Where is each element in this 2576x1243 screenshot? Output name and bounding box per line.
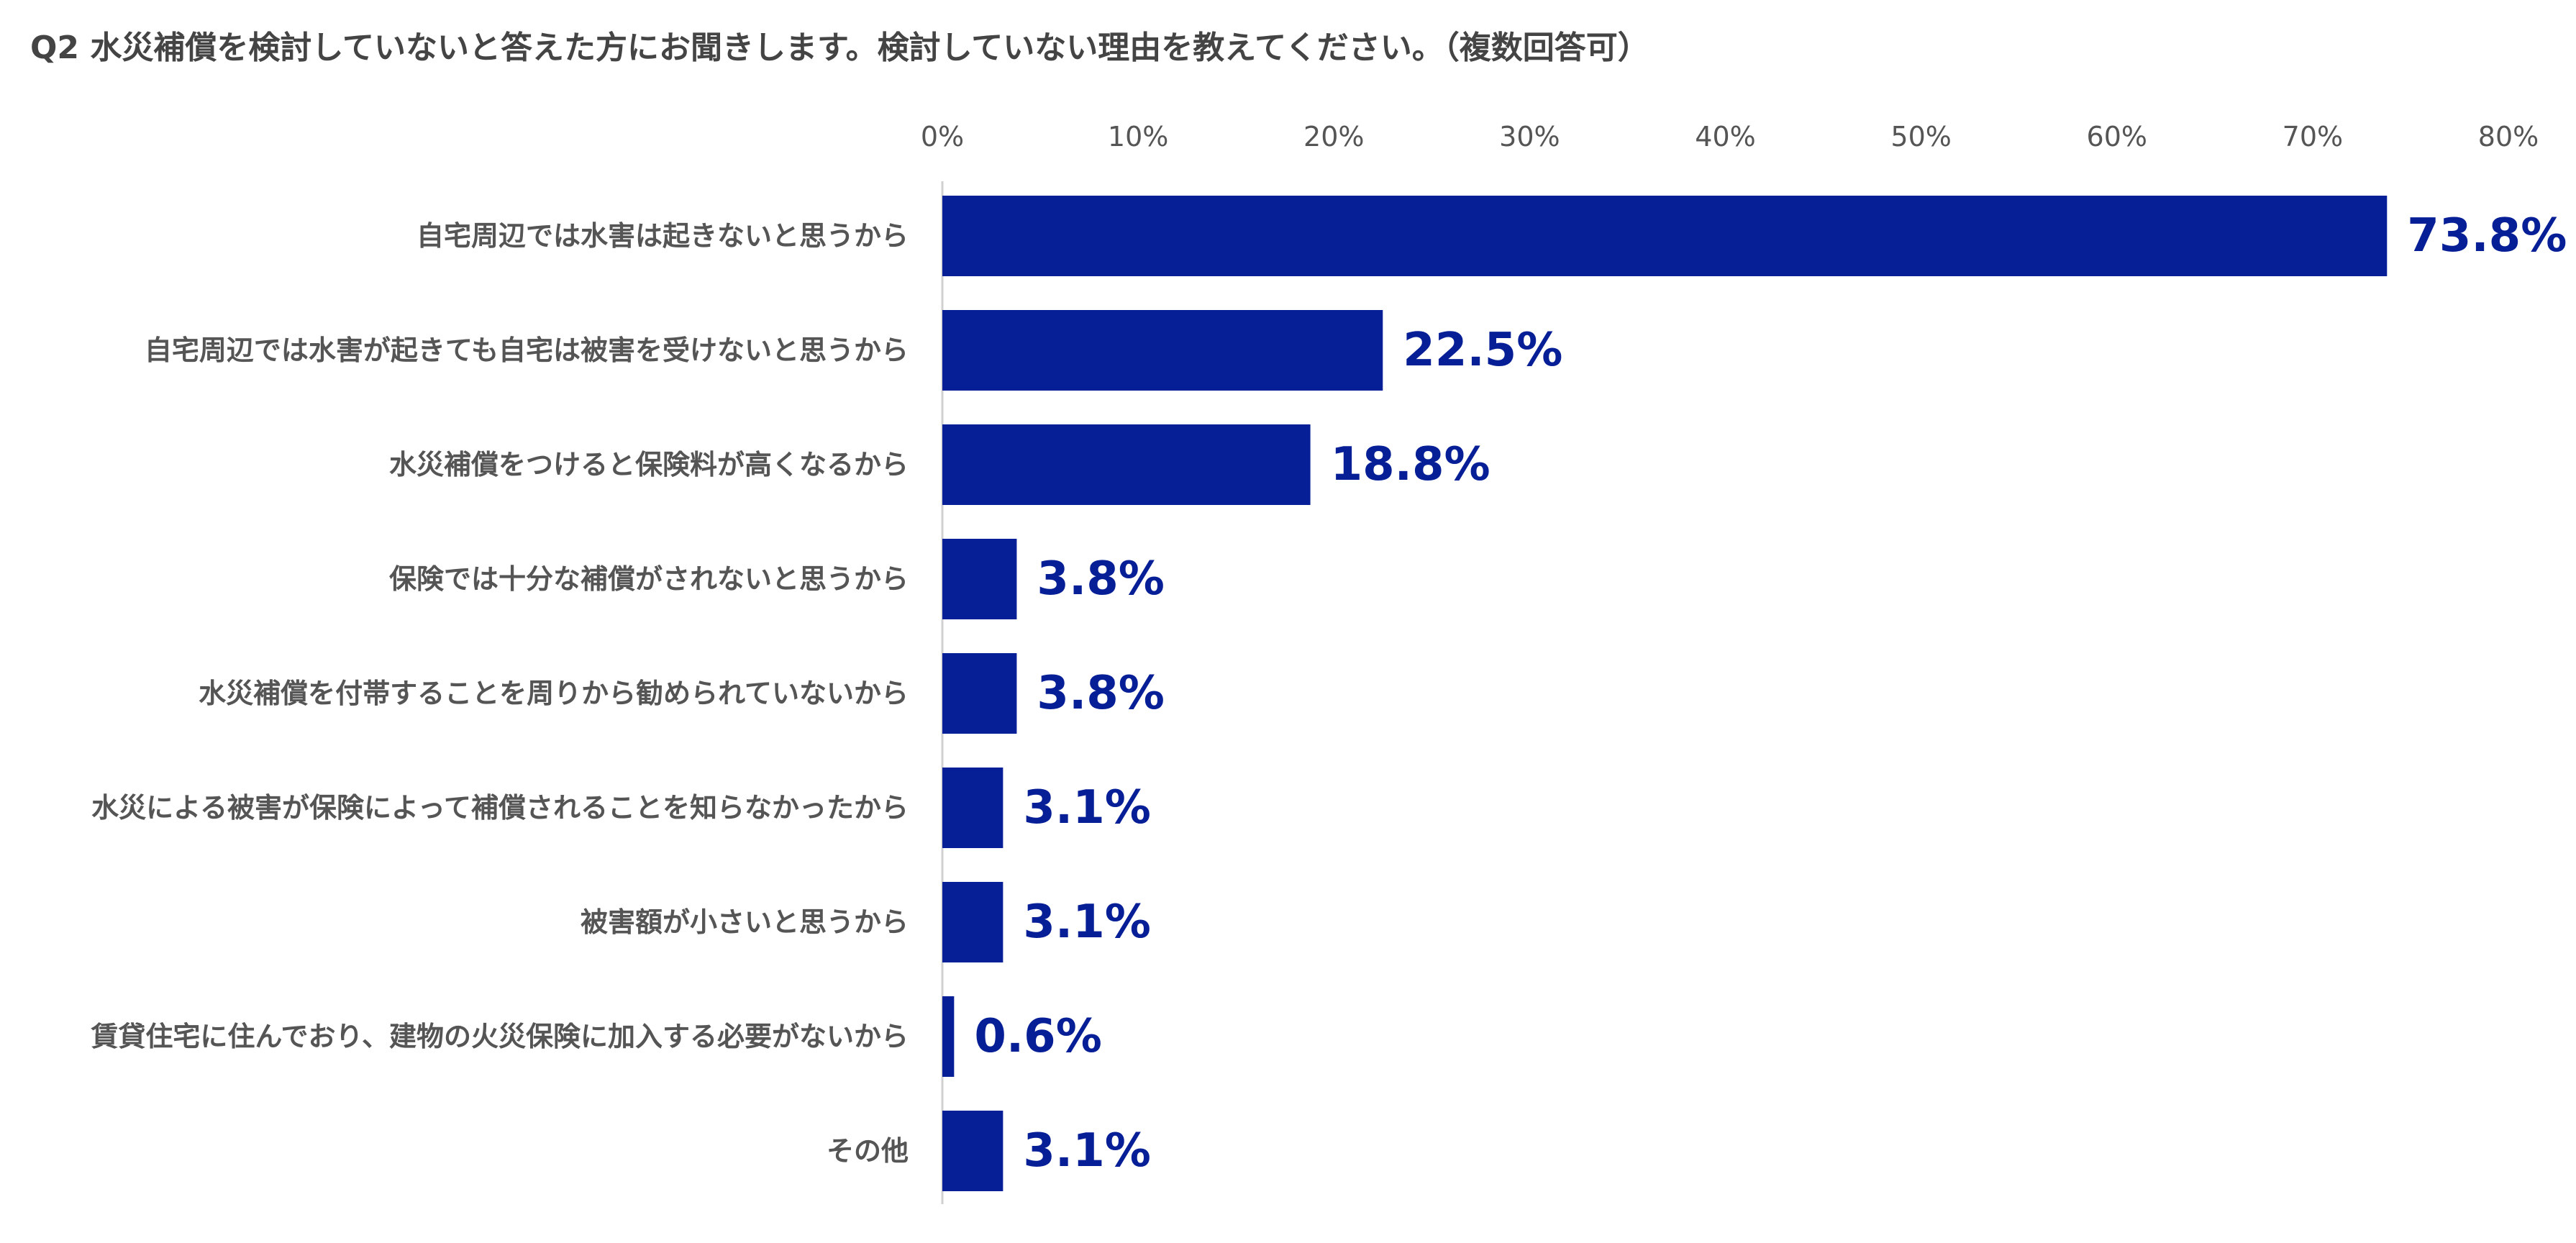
category-label: 保険では十分な補償がされないと思うから <box>389 563 909 595</box>
category-label: 自宅周辺では水害が起きても自宅は被害を受けないと思うから <box>145 334 909 366</box>
bar <box>942 424 1311 505</box>
category-label: 被害額が小さいと思うから <box>581 906 909 938</box>
bar <box>942 1111 1003 1191</box>
bar <box>942 539 1017 619</box>
bar <box>942 196 2388 276</box>
x-tick-label: 50% <box>1890 121 1951 152</box>
x-tick-label: 30% <box>1499 121 1560 152</box>
data-label: 73.8% <box>2407 209 2567 263</box>
category-label: 水災による被害が保険によって補償されることを知らなかったから <box>91 792 909 824</box>
category-label: 水災補償をつけると保険料が高くなるから <box>389 449 909 481</box>
data-label: 3.8% <box>1037 552 1165 606</box>
data-label: 3.1% <box>1023 1124 1151 1178</box>
value-labels: 73.8% 22.5% 18.8% 3.8% 3.8% 3.1% 3.1% 0.6% 3.1% <box>974 209 2567 1178</box>
category-label: 水災補償を付帯することを周りから勧められていないから <box>199 678 909 709</box>
data-label: 3.1% <box>1023 781 1151 834</box>
chart-title: Q2 水災補償を検討していないと答えた方にお聞きします。検討していない理由を教え… <box>30 29 1649 66</box>
data-label: 18.8% <box>1331 438 1490 491</box>
x-axis-ticks: 0% 10% 20% 30% 40% 50% 60% 70% 80% <box>921 121 2539 152</box>
bars <box>942 196 2388 1191</box>
category-labels: 自宅周辺では水害は起きないと思うから自宅周辺では水害が起きても自宅は被害を受けな… <box>90 220 909 1167</box>
x-tick-label: 20% <box>1303 121 1364 152</box>
x-tick-label: 70% <box>2283 121 2343 152</box>
data-label: 3.8% <box>1037 667 1165 720</box>
bar <box>942 768 1003 848</box>
x-tick-label: 10% <box>1108 121 1168 152</box>
bar <box>942 310 1383 391</box>
x-tick-label: 0% <box>921 121 964 152</box>
bar <box>942 653 1017 734</box>
category-label: 自宅周辺では水害は起きないと思うから <box>417 220 909 252</box>
data-label: 3.1% <box>1023 896 1151 949</box>
category-label: 賃貸住宅に住んでおり、建物の火災保険に加入する必要がないから <box>90 1021 909 1052</box>
data-label: 0.6% <box>974 1010 1102 1063</box>
x-tick-label: 80% <box>2478 121 2539 152</box>
bar <box>942 996 955 1077</box>
x-tick-label: 60% <box>2087 121 2147 152</box>
x-tick-label: 40% <box>1695 121 1755 152</box>
category-label: その他 <box>827 1135 909 1167</box>
bar <box>942 882 1003 962</box>
data-label: 22.5% <box>1403 324 1562 377</box>
